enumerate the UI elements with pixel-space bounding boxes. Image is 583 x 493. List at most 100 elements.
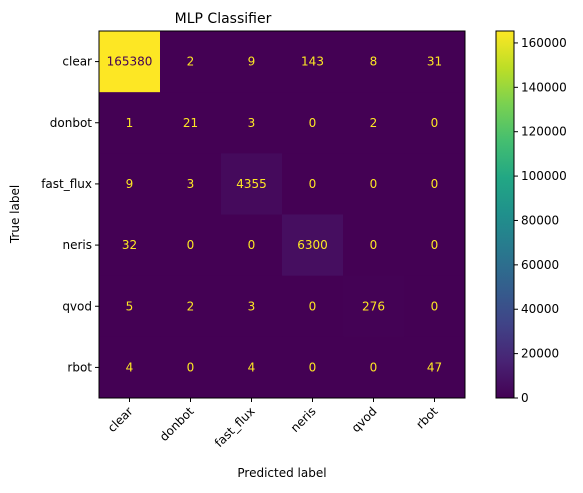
heatmap-cell [343, 336, 405, 399]
heatmap-cell [404, 336, 466, 399]
x-tick-label: neris [288, 404, 319, 435]
y-tick-label: qvod [62, 299, 92, 313]
heatmap-cell [404, 92, 466, 154]
heatmap-cell [99, 214, 161, 277]
cell-value-label: 276 [362, 299, 385, 313]
y-axis-label: True label [8, 185, 22, 244]
cell-value-label: 1 [126, 116, 134, 130]
cell-value-label: 32 [122, 238, 137, 252]
heatmap-cell [282, 92, 344, 154]
y-tick-label: fast_flux [41, 177, 92, 191]
heatmap-cell [282, 336, 344, 399]
cell-value-label: 0 [431, 238, 439, 252]
heatmap-cell [343, 31, 405, 93]
cell-value-label: 5 [126, 299, 134, 313]
heatmap-cell [160, 31, 222, 93]
cell-value-label: 0 [431, 299, 439, 313]
colorbar-tick-label: 140000 [521, 80, 567, 94]
heatmap-cell [99, 31, 161, 93]
cell-value-label: 0 [248, 238, 256, 252]
cell-value-label: 0 [309, 299, 317, 313]
heatmap-cell [404, 153, 466, 215]
x-tick-label: clear [105, 404, 136, 435]
heatmap-cell [282, 214, 344, 277]
heatmap-cell [282, 275, 344, 338]
heatmap-cell [99, 275, 161, 338]
cell-value-label: 21 [183, 116, 198, 130]
colorbar-tick-label: 100000 [521, 169, 567, 183]
y-tick-label: rbot [67, 360, 92, 374]
colorbar [495, 30, 515, 399]
cell-value-label: 0 [431, 116, 439, 130]
y-tick-label: neris [62, 238, 92, 252]
chart-title: MLP Classifier [175, 11, 272, 27]
x-axis-label: Predicted label [237, 466, 326, 480]
colorbar-tick-label: 60000 [521, 258, 559, 272]
cell-value-label: 0 [370, 177, 378, 191]
cell-value-label: 8 [370, 55, 378, 69]
heatmap-cell [282, 31, 344, 93]
cell-value-label: 3 [248, 116, 256, 130]
heatmap-cell [404, 214, 466, 277]
heatmap-cell [99, 153, 161, 215]
heatmap-cell [221, 214, 283, 277]
x-tick-label: fast_flux [212, 404, 258, 450]
colorbar-tick-label: 80000 [521, 213, 559, 227]
x-tick-label: donbot [157, 404, 197, 444]
cell-value-label: 4355 [236, 177, 267, 191]
heatmap-cell [343, 153, 405, 215]
cell-value-label: 4 [126, 360, 134, 374]
cell-value-label: 4 [248, 360, 256, 374]
colorbar-tick-label: 40000 [521, 302, 559, 316]
cell-value-label: 0 [370, 238, 378, 252]
heatmap-cell-labels: 165380 2 9 143 8 311 21 3 0 2 09 3 4355 0 0 032 0 0 6300 0 0… [107, 55, 443, 375]
heatmap-cell [221, 92, 283, 154]
heatmap-cell [282, 153, 344, 215]
heatmap-cell [99, 92, 161, 154]
heatmap-cell [404, 275, 466, 338]
colorbar-tick-label: 160000 [521, 36, 567, 50]
cell-value-label: 0 [431, 177, 439, 191]
cell-value-label: 31 [427, 55, 442, 69]
colorbar-tick-label: 0 [521, 391, 529, 405]
cell-value-label: 0 [370, 360, 378, 374]
heatmap-cell [160, 92, 222, 154]
plot-frame [98, 30, 466, 399]
heatmap-cell [99, 336, 161, 399]
heatmap-cell [160, 214, 222, 277]
heatmap-cell [343, 92, 405, 154]
cell-value-label: 2 [187, 55, 195, 69]
cell-value-label: 3 [248, 299, 256, 313]
cell-value-label: 0 [187, 238, 195, 252]
heatmap-cell [404, 31, 466, 93]
colorbar-tick-label: 120000 [521, 125, 567, 139]
cell-value-label: 0 [187, 360, 195, 374]
cell-value-label: 47 [427, 360, 442, 374]
heatmap-cell [160, 275, 222, 338]
colorbar-tick-label: 20000 [521, 347, 559, 361]
cell-value-label: 165380 [107, 55, 153, 69]
cell-value-label: 2 [370, 116, 378, 130]
heatmap-cells [99, 31, 466, 399]
x-tick-label: qvod [349, 404, 380, 435]
cell-value-label: 0 [309, 177, 317, 191]
heatmap-cell [221, 153, 283, 215]
cell-value-label: 2 [187, 299, 195, 313]
heatmap-cell [221, 31, 283, 93]
heatmap-cell [221, 275, 283, 338]
cell-value-label: 6300 [297, 238, 328, 252]
cell-value-label: 9 [126, 177, 134, 191]
heatmap-cell [160, 336, 222, 399]
cell-value-label: 143 [301, 55, 324, 69]
heatmap-cell [343, 214, 405, 277]
x-tick-label: rbot [413, 404, 441, 432]
x-axis-ticks: clear donbot fast_flux neris qvod rbot [105, 398, 441, 450]
colorbar-ticks: 0 20000 40000 60000 80000 100000 120000 140000 1… [514, 36, 567, 405]
heatmap-cell [160, 153, 222, 215]
cell-value-label: 3 [187, 177, 195, 191]
cell-value-label: 0 [309, 116, 317, 130]
y-tick-label: donbot [50, 116, 93, 130]
cell-value-label: 9 [248, 55, 256, 69]
